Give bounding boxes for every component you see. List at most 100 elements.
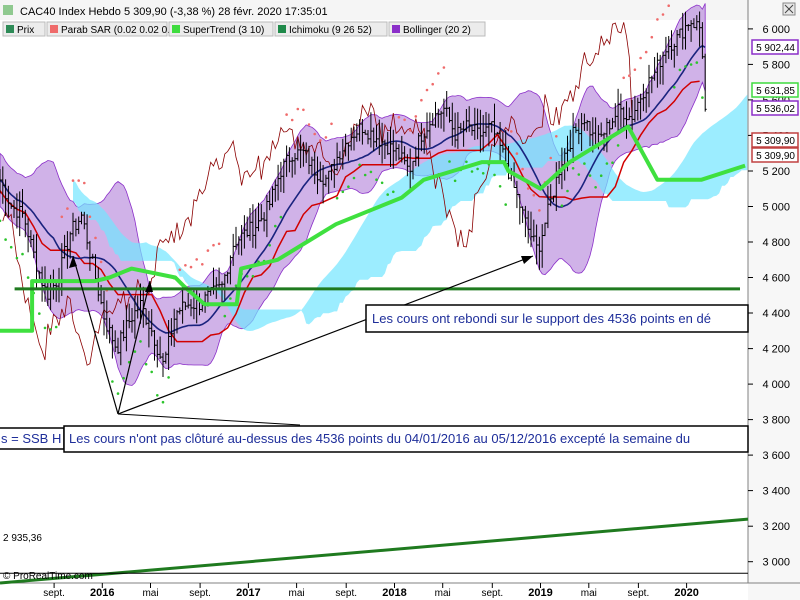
legend-item-3[interactable] <box>168 21 274 37</box>
sar-dot <box>296 107 300 111</box>
y-tick-label: 3 600 <box>762 450 790 462</box>
sar-dot <box>555 135 558 138</box>
support-note-box[interactable] <box>365 304 749 333</box>
sar-dot <box>532 193 536 197</box>
sar-dot <box>498 185 502 188</box>
ichimoku-cloud <box>73 94 748 331</box>
sar-dot <box>54 325 58 329</box>
sar-dot <box>701 96 704 99</box>
kijun-line <box>0 80 700 343</box>
sar-dot <box>83 181 86 185</box>
sar-dot <box>599 174 603 177</box>
x-tick-label: mai <box>142 588 158 599</box>
sar-dot <box>414 115 418 118</box>
sar-dot <box>319 139 322 142</box>
sar-dot <box>380 181 384 185</box>
legend-swatch-icon <box>50 25 58 33</box>
sar-dot <box>442 66 446 69</box>
lower-note-box[interactable] <box>63 425 749 453</box>
legend-swatch-icon <box>392 25 400 33</box>
legend-label: Bollinger (20 2) <box>403 25 471 36</box>
sar-dot <box>521 167 524 171</box>
sar-dot <box>9 245 13 249</box>
value-box <box>751 82 799 98</box>
sar-dot <box>538 209 541 212</box>
sar-dot <box>184 264 187 267</box>
sar-dot <box>403 118 406 122</box>
annotations: Les cours ont rebondi sur le support des… <box>0 255 749 453</box>
sar-dot <box>0 219 2 223</box>
sar-dot <box>347 185 350 188</box>
annotation-arrowhead-1 <box>69 256 77 268</box>
indicator-legend: Prix Parab SAR (0.02 0.02 0.2) SuperTrend … <box>2 21 486 37</box>
y-tick-label: 3 400 <box>762 486 790 498</box>
sar-dot <box>605 162 609 165</box>
sar-dot <box>245 275 249 278</box>
sar-dot <box>673 86 676 89</box>
sar-dot <box>279 215 283 219</box>
legend-item-5[interactable] <box>388 21 486 37</box>
long-term-trendline[interactable] <box>0 517 749 585</box>
sar-dot <box>77 179 80 182</box>
sar-dot <box>15 256 19 260</box>
sar-dot <box>369 170 373 174</box>
sar-dot <box>470 170 474 173</box>
sar-dot <box>274 224 277 228</box>
watermark: © ProRealTime.com <box>3 571 93 582</box>
sar-dot <box>611 161 614 164</box>
legend-swatch-icon <box>172 25 180 33</box>
annotation-arrowhead-2 <box>145 281 153 292</box>
legend-label: Ichimoku (9 26 52) <box>289 25 372 36</box>
y-axis-panel <box>748 0 800 600</box>
annotation-arrowhead-3 <box>521 256 533 264</box>
sar-dot <box>549 156 552 160</box>
sar-dot <box>4 238 7 241</box>
legend-item-2[interactable] <box>46 21 168 37</box>
sar-dot <box>392 190 395 194</box>
sar-dot <box>678 68 682 72</box>
collapse-icon[interactable] <box>3 5 13 15</box>
sar-dot <box>448 160 451 163</box>
sar-dot <box>628 74 631 77</box>
sar-dot <box>290 118 294 122</box>
sar-dot <box>341 190 345 194</box>
x-tick-label: sept. <box>628 588 650 599</box>
y-tick-label: 5 800 <box>762 59 790 71</box>
left-note-text: s = SSB H <box>1 431 61 446</box>
sar-dot <box>526 187 530 190</box>
sar-dot <box>386 193 390 196</box>
sar-dot <box>695 61 699 64</box>
sar-dot <box>425 88 429 92</box>
value-box-label: 5 902,44 <box>756 43 795 54</box>
y-tick-label: 4 400 <box>762 308 790 320</box>
sar-dot <box>431 82 435 86</box>
sar-dot <box>437 72 440 75</box>
sar-dot <box>667 4 670 7</box>
sar-dot <box>94 236 97 240</box>
value-box-label: 5 309,90 <box>756 136 795 147</box>
sar-dot <box>420 98 423 102</box>
value-box <box>751 132 799 148</box>
sar-dot <box>38 312 41 315</box>
sar-dot <box>99 260 103 264</box>
legend-label: Parab SAR (0.02 0.02 0.2) <box>61 25 179 36</box>
close-icon-stroke-b <box>784 4 794 14</box>
sar-dot <box>639 56 642 60</box>
sar-dot <box>571 167 575 170</box>
sar-dot <box>161 400 165 404</box>
plot-area <box>0 3 749 585</box>
sar-dot <box>324 136 328 139</box>
sar-dot <box>49 328 52 331</box>
sar-dot <box>335 196 339 200</box>
sar-dot <box>201 263 204 266</box>
legend-item-4[interactable] <box>274 21 388 37</box>
sar-dot <box>633 68 637 71</box>
x-tick-label: mai <box>435 588 451 599</box>
y-tick-label: 4 600 <box>762 273 790 285</box>
sar-dot <box>217 242 221 246</box>
sar-dot <box>178 268 182 272</box>
sar-dot <box>144 362 148 366</box>
sar-dot <box>139 340 142 343</box>
